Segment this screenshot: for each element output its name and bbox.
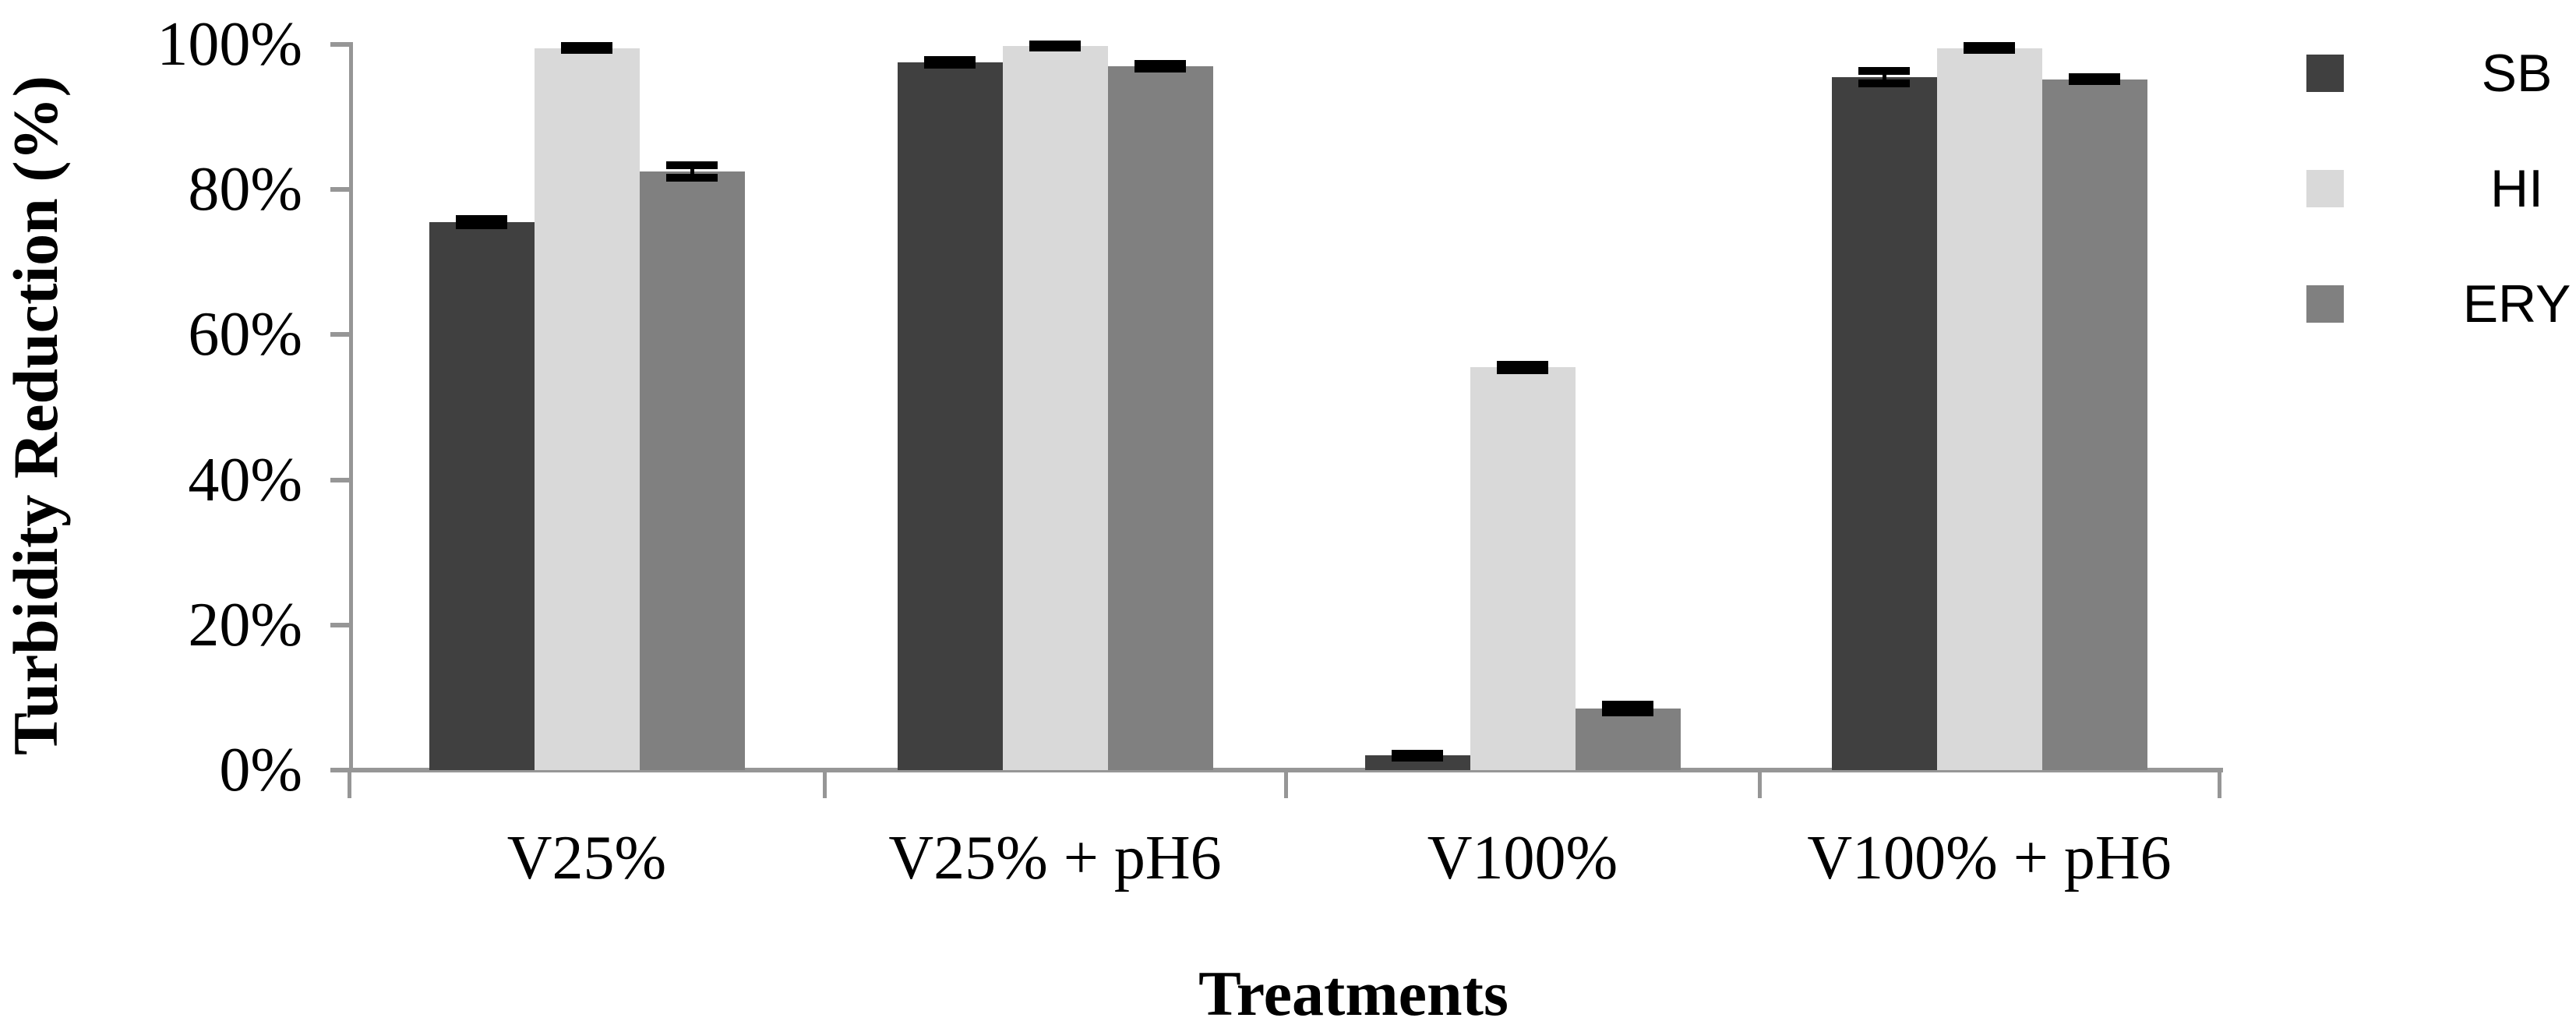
y-tick <box>330 477 349 482</box>
bar-sb-g3 <box>1364 755 1470 770</box>
errorbar-whisker-sb-g4 <box>1882 67 1886 87</box>
bar-sb-g1 <box>429 222 535 770</box>
category-tick <box>348 770 351 798</box>
errorbar-cap-top-hi-g1 <box>561 41 612 50</box>
bar-hi-g3 <box>1470 367 1576 770</box>
legend-swatch-hi <box>2306 170 2344 207</box>
errorbar-cap-bottom-sb-g3 <box>1392 754 1443 762</box>
y-tick <box>330 768 349 772</box>
y-axis-line <box>349 42 353 772</box>
errorbar-cap-bottom-ery-g4 <box>2069 77 2120 86</box>
errorbar-cap-top-hi-g3 <box>1497 360 1548 369</box>
y-tick <box>330 622 349 627</box>
y-tick-label: 60% <box>188 300 302 369</box>
errorbar-cap-top-sb-g3 <box>1392 749 1443 758</box>
category-tick <box>2218 770 2221 798</box>
x-category-label: V100% <box>1427 824 1618 892</box>
errorbar-cap-top-sb-g4 <box>1858 66 1910 75</box>
bar-ery-g3 <box>1575 708 1681 770</box>
errorbar-cap-bottom-hi-g3 <box>1497 366 1548 375</box>
errorbar-cap-top-sb-g1 <box>456 215 507 224</box>
y-tick-label: 80% <box>188 155 302 224</box>
errorbar-cap-bottom-ery-g3 <box>1602 708 1653 716</box>
category-tick <box>1284 770 1288 798</box>
x-category-label: V25% <box>506 824 667 892</box>
y-axis-title: Turbidity Reduction (%) <box>0 76 71 755</box>
x-axis-title: Treatments <box>1198 958 1509 1029</box>
bar-ery-g2 <box>1107 65 1213 770</box>
errorbar-cap-bottom-hi-g4 <box>1964 46 2015 55</box>
legend-swatch-sb <box>2306 55 2344 92</box>
bar-hi-g2 <box>1002 45 1108 770</box>
legend-label-sb: SB <box>2481 44 2553 103</box>
category-tick <box>1758 770 1762 798</box>
errorbar-cap-top-ery-g2 <box>1134 60 1186 69</box>
y-tick-label: 100% <box>157 10 302 79</box>
bar-hi-g1 <box>534 48 640 770</box>
y-tick <box>330 332 349 338</box>
y-tick-label: 0% <box>219 736 302 804</box>
bar-ery-g4 <box>2041 79 2147 770</box>
errorbar-cap-top-sb-g2 <box>924 56 976 65</box>
errorbar-cap-bottom-hi-g1 <box>561 46 612 55</box>
errorbar-cap-top-hi-g4 <box>1964 41 2015 50</box>
x-axis-line <box>330 768 2223 772</box>
x-category-label: V25% + pH6 <box>888 824 1222 892</box>
bar-sb-g4 <box>1831 76 1937 770</box>
errorbar-cap-top-ery-g3 <box>1602 701 1653 709</box>
errorbar-cap-top-ery-g1 <box>666 161 718 169</box>
legend-label-ery: ERY <box>2462 274 2571 334</box>
errorbar-whisker-ery-g1 <box>690 161 694 182</box>
bar-hi-g4 <box>1936 48 2042 770</box>
legend-label-hi: HI <box>2490 159 2543 218</box>
bar-ery-g1 <box>639 171 745 770</box>
y-tick-label: 20% <box>188 590 302 659</box>
errorbar-cap-bottom-sb-g2 <box>924 61 976 69</box>
errorbar-cap-bottom-hi-g2 <box>1029 43 1081 51</box>
errorbar-cap-bottom-sb-g4 <box>1858 80 1910 88</box>
errorbar-cap-top-ery-g4 <box>2069 72 2120 81</box>
y-tick <box>330 42 349 47</box>
category-tick <box>823 770 827 798</box>
errorbar-cap-bottom-ery-g1 <box>666 174 718 182</box>
errorbar-cap-bottom-ery-g2 <box>1134 64 1186 72</box>
errorbar-cap-bottom-sb-g1 <box>456 221 507 229</box>
y-tick <box>330 187 349 193</box>
legend-swatch-ery <box>2306 285 2344 323</box>
bar-sb-g2 <box>897 62 1003 770</box>
x-category-label: V100% + pH6 <box>1807 824 2172 892</box>
y-tick-label: 40% <box>188 445 302 514</box>
